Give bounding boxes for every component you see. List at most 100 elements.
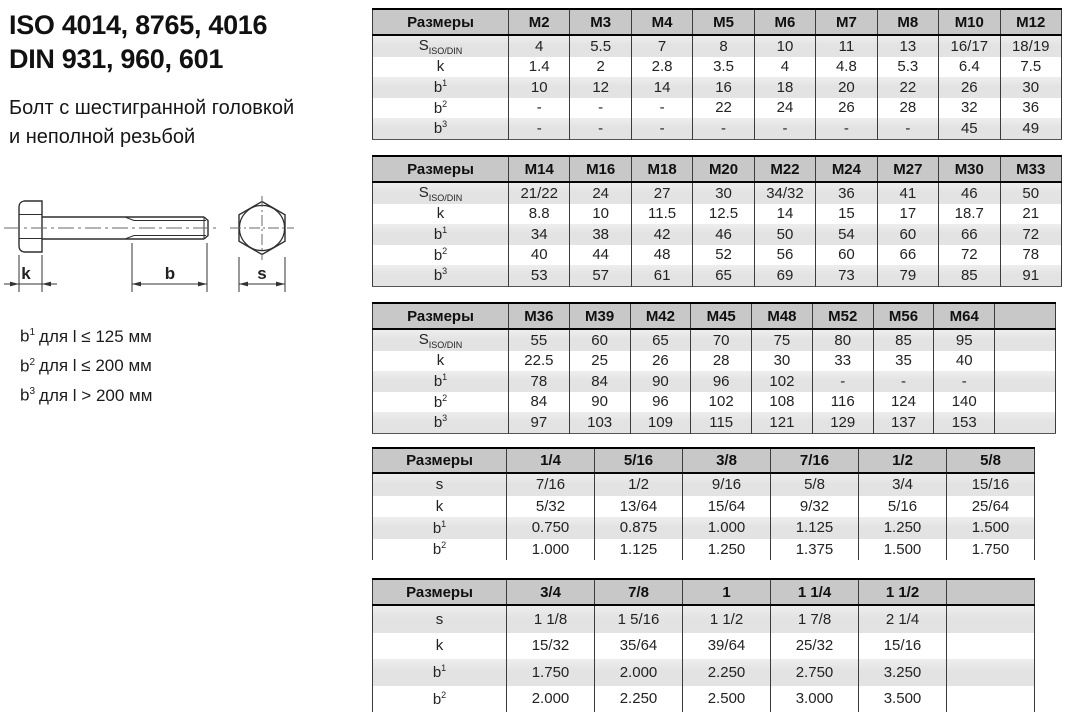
dimension-label-b: b [165, 264, 175, 283]
dimension-value: 103 [568, 412, 631, 433]
dimension-value: 1.750 [946, 538, 1035, 560]
dimension-value: 65 [629, 329, 691, 351]
size-column-header: 3/4 [506, 579, 595, 606]
dimension-value: 28 [876, 97, 939, 118]
dimension-value: 4.8 [815, 56, 878, 77]
dimension-value: 1 1/8 [506, 605, 595, 633]
table-row: b2 1.000 1.125 1.250 1.375 1.500 1.750 [373, 538, 1035, 560]
size-column-header: 1/2 [858, 448, 947, 474]
dimension-value: 1/2 [594, 473, 683, 496]
size-column-header: M18 [630, 156, 693, 183]
table-row: SISO/DIN 55 60 65 70 75 80 85 95 [372, 329, 1056, 351]
row-label: b1 [372, 371, 509, 392]
dimension-value: 4 [753, 56, 816, 77]
row-label: s [372, 473, 507, 496]
dimension-value: 14 [753, 203, 816, 224]
dimension-value: 24 [569, 182, 632, 204]
dimension-value: 2.000 [506, 685, 595, 712]
dimension-value: 55 [508, 329, 570, 351]
dimension-value: 48 [630, 244, 693, 265]
size-column-header: 5/8 [946, 448, 1035, 474]
size-column-header: M52 [811, 303, 874, 330]
dimension-value: 90 [629, 371, 691, 392]
dimension-value: 14 [630, 77, 693, 98]
dimension-value: 24 [753, 97, 816, 118]
dimension-value [994, 391, 1056, 412]
dimension-value: 3.5 [692, 56, 755, 77]
dimension-value: 97 [508, 412, 570, 433]
size-column-header: M8 [876, 9, 939, 36]
row-label: k [435, 497, 444, 515]
size-column-header: 3/8 [682, 448, 771, 474]
dimension-value: 65 [692, 265, 755, 286]
size-column-header: M7 [815, 9, 878, 36]
dimension-value: 12 [569, 77, 632, 98]
row-label: b1 [372, 659, 507, 686]
dimension-value: 10 [507, 77, 570, 98]
row-label: b3 [372, 412, 509, 433]
dimension-value: 7 [630, 35, 693, 57]
table-row: s 7/16 1/2 9/16 5/8 3/4 15/16 [372, 473, 1035, 496]
dimension-value: 90 [568, 391, 631, 412]
dimension-value: - [872, 371, 934, 392]
dimension-value: 33 [811, 350, 874, 371]
dimension-value: 12.5 [692, 203, 755, 224]
dimension-value: 1.375 [770, 538, 859, 560]
dimension-value: - [811, 371, 874, 392]
dimension-b [131, 243, 208, 292]
dimension-value: 102 [690, 391, 752, 412]
row-label: s [372, 605, 507, 633]
row-label: SISO/DIN [372, 35, 509, 57]
table-row: k 15/32 35/64 39/64 25/32 15/16 [373, 632, 1035, 659]
dimension-value: 27 [630, 182, 693, 204]
dimension-value: 2.250 [682, 659, 771, 686]
dimension-value: 1 7/8 [770, 605, 859, 633]
size-column-header: M12 [999, 9, 1062, 36]
dimension-value: 3.500 [858, 685, 947, 712]
dimension-value: 2.8 [630, 56, 693, 77]
row-label: k [436, 58, 445, 76]
dimension-s [238, 257, 286, 292]
table-row: b3- - - - - - -45 49 [372, 118, 1062, 139]
dimension-value: 7/16 [506, 473, 595, 496]
dimension-value: 16/17 [938, 35, 1000, 57]
dimension-value: 52 [692, 244, 755, 265]
size-column-header: M27 [876, 156, 939, 183]
size-column-header: M33 [999, 156, 1062, 183]
dimension-value: 8 [692, 35, 755, 57]
dimension-value: 102 [751, 371, 813, 392]
sizes-column-header: Размеры [372, 156, 509, 183]
row-label: k [436, 205, 445, 223]
dimension-value: 22 [692, 97, 755, 118]
size-column-header: 1 1/4 [770, 579, 859, 606]
dimension-value: 153 [933, 412, 995, 433]
dimension-value: 80 [811, 329, 874, 351]
dimension-value: 30 [751, 350, 813, 371]
size-column-header: 7/16 [770, 448, 859, 474]
size-column-header [994, 303, 1056, 330]
table-row: k 5/32 13/64 15/64 9/32 5/16 25/64 [373, 495, 1035, 517]
dimension-value: 2 [569, 56, 632, 77]
dimension-value: 39/64 [682, 632, 771, 659]
table-row: SISO/DIN 4 5.5 7 8 10 11 13 16/17 18/19 [372, 35, 1062, 57]
dimension-value: - [753, 118, 816, 139]
dimension-value: 66 [876, 244, 939, 265]
dimension-k [4, 255, 57, 292]
dimension-value [994, 371, 1056, 392]
dimension-value: 34 [507, 224, 570, 245]
size-column-header: M5 [692, 9, 755, 36]
table-row: b2 84 90 96 102 108 116 124 140 [373, 391, 1056, 412]
dimension-value: 2.250 [594, 685, 683, 712]
table-row: b2 2.000 2.250 2.500 3.000 3.500 [373, 685, 1035, 712]
dimension-value: 16 [692, 77, 755, 98]
dimension-value: 15/16 [946, 473, 1035, 496]
dimension-value: 41 [876, 182, 939, 204]
dimension-value: 56 [753, 244, 816, 265]
size-column-header: M14 [507, 156, 570, 183]
table-imperial-3-4-to-1-1-2: Размеры 3/4 7/8 1 1 1/4 1 1/2 s 1 1/8 1 5/16 1 1/… [372, 578, 1035, 712]
dimension-value: 1.500 [946, 517, 1035, 539]
dimension-value: 3.000 [770, 685, 859, 712]
dimension-value: 36 [815, 182, 878, 204]
dimension-value: 40 [933, 350, 995, 371]
dimension-value: 1.000 [682, 517, 771, 539]
